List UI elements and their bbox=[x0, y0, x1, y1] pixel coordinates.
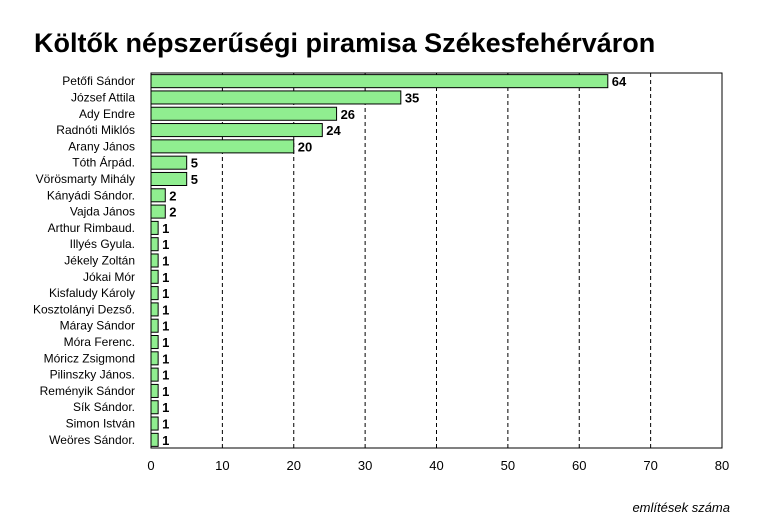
value-label-11: 1 bbox=[162, 254, 169, 269]
value-label-8: 2 bbox=[169, 205, 176, 220]
bar-14 bbox=[150, 302, 159, 317]
category-label-9: Arthur Rimbaud. bbox=[48, 221, 135, 235]
bar-16 bbox=[150, 335, 159, 350]
value-label-0: 64 bbox=[612, 74, 627, 89]
category-label-8: Vajda János bbox=[70, 205, 135, 219]
value-label-19: 1 bbox=[162, 384, 169, 399]
x-tick-label-50: 50 bbox=[501, 458, 515, 473]
bar-20 bbox=[150, 400, 159, 415]
value-label-7: 2 bbox=[169, 188, 176, 203]
category-label-17: Móricz Zsigmond bbox=[44, 351, 135, 365]
value-label-17: 1 bbox=[162, 351, 169, 366]
bar-11 bbox=[150, 253, 159, 268]
bar-2 bbox=[150, 106, 338, 121]
category-label-1: József Attila bbox=[71, 90, 135, 104]
value-label-20: 1 bbox=[162, 400, 169, 415]
bar-8 bbox=[150, 204, 166, 219]
bar-6 bbox=[150, 171, 188, 187]
value-label-3: 24 bbox=[326, 123, 341, 138]
category-label-7: Kányádi Sándor. bbox=[47, 188, 135, 202]
x-tick-label-10: 10 bbox=[215, 458, 229, 473]
category-label-12: Jókai Mór bbox=[83, 270, 135, 284]
value-label-4: 20 bbox=[298, 139, 312, 154]
category-label-4: Arany János bbox=[68, 139, 135, 153]
value-label-2: 26 bbox=[341, 107, 355, 122]
x-tick-label-60: 60 bbox=[572, 458, 586, 473]
value-label-16: 1 bbox=[162, 335, 169, 350]
bar-10 bbox=[150, 237, 159, 252]
category-label-19: Reményik Sándor bbox=[40, 384, 135, 398]
value-label-13: 1 bbox=[162, 286, 169, 301]
category-label-16: Móra Ferenc. bbox=[64, 335, 135, 349]
bar-21 bbox=[150, 416, 159, 431]
value-label-18: 1 bbox=[162, 368, 169, 383]
category-label-11: Jékely Zoltán bbox=[64, 254, 135, 268]
category-label-6: Vörösmarty Mihály bbox=[36, 172, 135, 186]
x-tick-label-30: 30 bbox=[358, 458, 372, 473]
value-label-5: 5 bbox=[191, 156, 198, 171]
x-tick-label-70: 70 bbox=[643, 458, 657, 473]
category-label-13: Kisfaludy Károly bbox=[49, 286, 135, 300]
value-label-12: 1 bbox=[162, 270, 169, 285]
x-tick-labels: 0 10 20 30 40 50 60 70 80 bbox=[147, 458, 729, 473]
bar-12 bbox=[150, 269, 159, 284]
value-label-21: 1 bbox=[162, 417, 169, 432]
bar-13 bbox=[150, 286, 159, 301]
bar-1 bbox=[150, 90, 402, 105]
category-labels: Petőfi Sándor József Attila Ady Endre Radnó… bbox=[33, 74, 135, 447]
value-label-1: 35 bbox=[405, 90, 419, 105]
x-tick-label-40: 40 bbox=[429, 458, 443, 473]
category-label-18: Pilinszky János. bbox=[50, 368, 135, 382]
bar-7 bbox=[150, 188, 166, 203]
value-label-14: 1 bbox=[162, 302, 169, 317]
value-label-9: 1 bbox=[162, 221, 169, 236]
category-label-15: Máray Sándor bbox=[60, 319, 135, 333]
x-tick-label-20: 20 bbox=[287, 458, 301, 473]
category-label-0: Petőfi Sándor bbox=[62, 74, 135, 88]
category-label-21: Simon István bbox=[66, 417, 135, 431]
bar-5 bbox=[150, 155, 188, 170]
bar-9 bbox=[150, 220, 159, 235]
bar-22 bbox=[150, 432, 159, 447]
x-axis-label: említések száma bbox=[632, 500, 730, 515]
category-label-10: Illyés Gyula. bbox=[70, 237, 135, 251]
plot-frame bbox=[150, 72, 723, 449]
category-label-2: Ady Endre bbox=[79, 107, 135, 121]
value-label-6: 5 bbox=[191, 172, 198, 187]
bar-0 bbox=[150, 74, 609, 89]
bar-18 bbox=[150, 367, 159, 382]
chart-title: Költők népszerűségi piramisa Székesfehér… bbox=[34, 28, 655, 58]
value-label-15: 1 bbox=[162, 319, 169, 334]
x-tick-label-0: 0 bbox=[147, 458, 154, 473]
category-label-3: Radnóti Miklós bbox=[56, 123, 135, 137]
category-label-20: Sík Sándor. bbox=[73, 400, 135, 414]
value-label-10: 1 bbox=[162, 237, 169, 252]
x-tick-label-80: 80 bbox=[715, 458, 729, 473]
bar-3 bbox=[150, 123, 323, 138]
bar-4 bbox=[150, 139, 295, 154]
bar-19 bbox=[150, 383, 159, 398]
category-label-5: Tóth Árpád. bbox=[72, 155, 135, 170]
category-label-22: Weöres Sándor. bbox=[49, 433, 135, 447]
category-label-14: Kosztolányi Dezső. bbox=[33, 302, 135, 316]
bars-group bbox=[150, 74, 609, 447]
bar-15 bbox=[150, 318, 159, 333]
bar-17 bbox=[150, 351, 159, 366]
value-label-22: 1 bbox=[162, 433, 169, 448]
